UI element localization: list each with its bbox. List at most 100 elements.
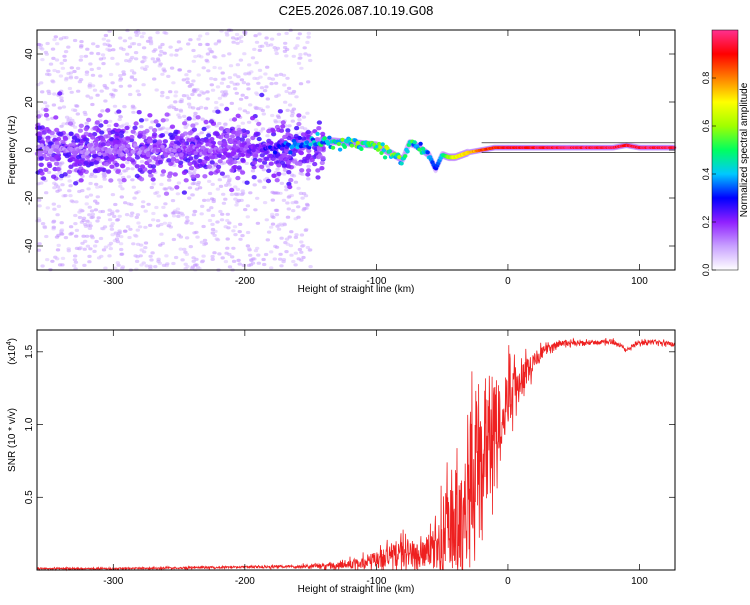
spectrogram-noise-point [236,198,241,203]
spectrogram-noise-point [118,84,124,88]
spectrogram-band-point [314,137,320,142]
spectrogram-noise-point [143,246,148,250]
spectrogram-noise-point [210,227,216,232]
spectrogram-ridge-point [130,149,136,154]
spectrogram-noise-point [119,195,125,199]
spectrogram-band-point [206,133,212,138]
spectrogram-band-point [217,159,223,164]
spectrogram-band-point [105,108,111,113]
spectrogram-noise-point [285,108,290,112]
spectrogram-noise-point [98,57,104,61]
spectrogram-band-point [208,171,214,176]
spectrogram-noise-point [215,220,220,224]
spectrogram-noise-point [95,93,100,97]
spectrogram-noise-point [270,198,275,202]
spectrogram-noise-point [133,57,139,61]
spectrogram-band-point [193,154,199,160]
spectrogram-band-point [186,116,192,121]
spectrogram-noise-point [113,266,118,270]
colorbar-tick-label: 0.2 [701,216,711,229]
spectrogram-noise-point [81,234,86,238]
spectrogram-ridge-point [336,142,342,146]
spectrogram-noise-point [107,208,112,212]
spectrogram-noise-point [120,265,126,269]
spectrogram-noise-point [173,94,178,98]
spectrogram-band-point [188,166,195,171]
spectrogram-noise-point [132,78,138,82]
spectrogram-noise-point [35,110,41,114]
spectrogram-noise-point [304,202,310,206]
spectrogram-noise-point [229,192,235,197]
spectrogram-noise-point [87,205,93,209]
spectrogram-noise-point [261,168,266,172]
spectrogram-noise-point [141,200,146,204]
spectrogram-noise-point [88,96,94,100]
spectrogram-noise-point [297,247,303,252]
spectrogram-band-point [38,162,44,167]
spectrogram-noise-point [263,72,268,76]
spectrogram-band-point [93,137,100,143]
spectrogram-ridge-point [230,152,235,157]
spectrogram-noise-point [195,235,200,239]
spectrogram-ridge-point [39,143,44,148]
spectrogram-noise-point [274,208,280,212]
spectrogram-noise-point [90,236,95,240]
spectrogram-band-point [251,160,257,165]
spectrogram-noise-point [109,92,114,96]
spectrogram-noise-point [155,224,161,228]
spectrogram-noise-point [261,112,266,116]
spectrogram-noise-point [139,160,145,164]
spectrogram-band-point [137,167,143,173]
spectrogram-noise-point [130,104,136,108]
spectrogram-noise-point [226,181,231,185]
spectrogram-noise-point [241,81,247,85]
spectrogram-noise-point [92,244,98,248]
spectrogram-band-point [137,133,143,138]
spectrogram-noise-point [140,205,146,209]
spectrogram-noise-point [68,232,73,236]
spectrogram-band-point [276,163,282,168]
spectrogram-noise-point [293,46,298,50]
spectrogram-noise-point [205,90,210,94]
spectrogram-noise-point [222,94,228,98]
spectrogram-band-point [270,128,276,134]
spectrogram-noise-point [206,198,211,202]
spectrogram-noise-point [225,246,230,250]
spectrogram-noise-point [128,92,133,97]
spectrogram-noise-point [152,60,158,64]
spectrogram-noise-point [255,221,261,225]
spectrogram-ridge-point [89,142,94,147]
spectrogram-noise-point [157,261,163,265]
spectrogram-ridge-point [307,145,312,150]
spectrogram-noise-point [224,251,229,255]
spectrogram-noise-point [87,213,92,217]
spectrogram-band-point [299,168,305,173]
spectrogram-noise-point [93,175,98,179]
spectrogram-band-point [54,140,60,145]
spectrogram-band-point [251,175,257,180]
spectrogram-noise-point [289,230,294,234]
spectrogram-noise-point [54,58,60,62]
spectrogram-noise-point [64,36,69,40]
spectrogram-band-point [66,169,73,174]
spectrogram-ridge-point [253,153,259,158]
spectrogram-ridge-point [297,135,302,140]
spectrogram-noise-point [236,258,241,262]
spectrogram-band-point [147,113,153,118]
spectrogram-band-point [201,126,207,132]
spectrogram-noise-point [162,51,167,55]
spectrogram-noise-point [117,229,122,233]
spectrogram-noise-point [223,123,228,127]
spectrogram-noise-point [234,203,239,207]
spectrogram-noise-point [116,263,121,267]
spectrogram-noise-point [77,189,82,194]
spectrogram-noise-point [75,112,81,116]
spectrogram-noise-point [215,85,221,89]
spectrogram-noise-point [98,236,104,241]
spectrogram-noise-point [191,48,196,53]
spectrogram-noise-point [294,200,299,205]
spectrogram-noise-point [131,185,136,189]
spectrogram-noise-point [122,229,128,233]
spectrogram-ridge-point [322,136,327,141]
spectrogram-noise-point [88,62,93,66]
